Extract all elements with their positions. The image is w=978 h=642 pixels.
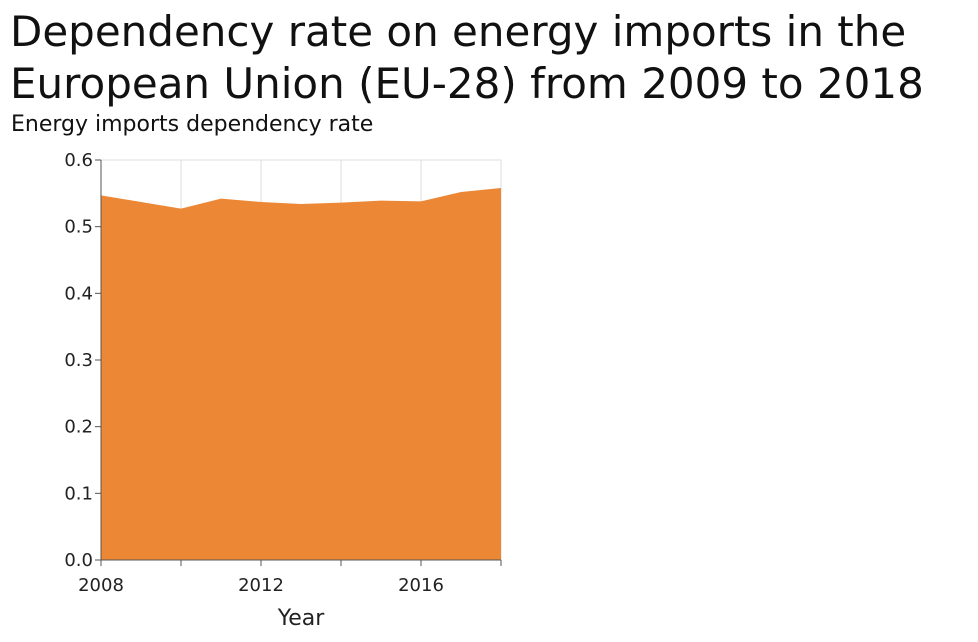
y-tick-label: 0.4 (64, 283, 93, 304)
chart-title: Dependency rate on energy imports in the… (10, 7, 924, 108)
x-tick-label: 2012 (238, 575, 284, 596)
y-tick-label: 0.3 (64, 350, 93, 371)
area-layer (100, 187, 502, 560)
y-tick-label: 0.2 (64, 417, 93, 438)
axis-layer: 0.0 0.1 0.2 0.3 0.4 0.5 0.6 2008 2012 2016 (64, 150, 502, 596)
y-tick-label: 0.5 (64, 217, 93, 238)
x-tick-label: 2016 (398, 575, 444, 596)
y-tick-label: 0.6 (64, 150, 93, 171)
x-axis-label: Year (277, 606, 326, 631)
y-tick-label: 0.0 (64, 550, 93, 571)
y-tick-label: 0.1 (64, 483, 93, 504)
x-tick-label: 2008 (78, 575, 124, 596)
chart-subtitle: Energy imports dependency rate (11, 112, 374, 137)
area-series (101, 188, 501, 560)
